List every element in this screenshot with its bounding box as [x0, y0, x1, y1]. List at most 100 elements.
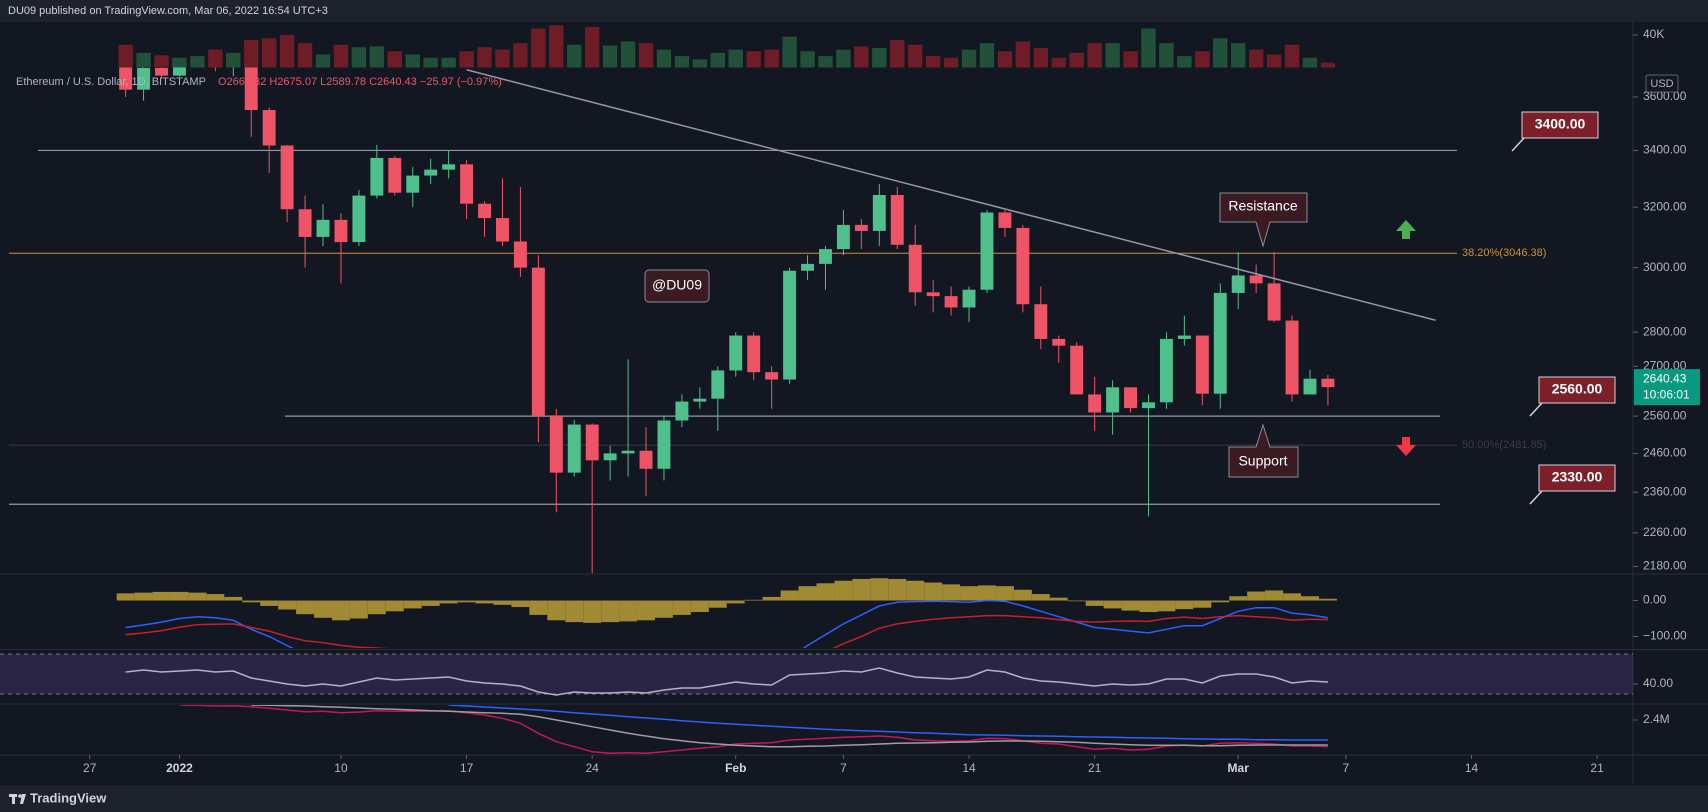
candle-body [280, 145, 294, 210]
macd-bar [134, 592, 153, 601]
macd-bar [780, 590, 799, 601]
volume-bar [495, 49, 510, 68]
macd-bar [852, 578, 871, 601]
candle-body [460, 164, 474, 204]
macd-bar [672, 600, 691, 615]
candle-body [119, 67, 133, 90]
candle-body [675, 401, 689, 421]
candle-body [1267, 283, 1281, 321]
volume-bar [836, 49, 851, 68]
candle-body [1124, 387, 1137, 409]
volume-bar [1015, 41, 1031, 68]
annotation-text: Support [1238, 453, 1287, 469]
candle-body [872, 194, 886, 231]
volume-bar [1320, 62, 1336, 68]
candle-body [657, 420, 671, 469]
volume-bar [979, 43, 995, 68]
volume-bar [746, 51, 761, 68]
x-tick-label: 7 [1343, 761, 1350, 775]
x-tick-label: 2022 [166, 761, 193, 775]
macd-bar [475, 600, 494, 604]
macd-bar [583, 600, 602, 623]
y-tick-label: 2560.00 [1643, 408, 1687, 422]
macd-bar [1157, 600, 1176, 612]
candle-body [1106, 387, 1120, 413]
candle-body [998, 212, 1012, 228]
volume-bar [261, 38, 277, 68]
volume-bar [1105, 43, 1120, 68]
volume-bar [620, 41, 636, 68]
footer-bar [0, 785, 1708, 812]
macd-bar [242, 600, 261, 603]
y-tick-label: 0.00 [1643, 593, 1667, 607]
volume-bar [136, 52, 151, 68]
y-tick-label: 3600.00 [1643, 89, 1687, 103]
volume-bar [656, 49, 672, 68]
macd-bar [565, 600, 584, 623]
candle-body [1034, 304, 1048, 339]
volume-bar [1195, 51, 1210, 68]
volume-bar [872, 48, 887, 68]
indicator-line [125, 614, 1328, 648]
volume-bar [764, 49, 779, 68]
macd-bar [816, 583, 835, 601]
volume-bar [710, 52, 725, 68]
candle-body [908, 244, 922, 293]
candle-body [1159, 338, 1173, 403]
candle-body [262, 110, 276, 146]
macd-bar [1013, 589, 1032, 601]
publish-info: DU09 published on TradingView.com, Mar 0… [8, 5, 328, 17]
macd-bar [1139, 600, 1158, 613]
macd-bar [888, 578, 907, 601]
candle-body [1321, 378, 1335, 388]
macd-bar [421, 600, 440, 606]
countdown: 10:06:01 [1643, 387, 1690, 401]
y-tick-label: 2260.00 [1643, 525, 1687, 539]
macd-bar [331, 600, 350, 621]
candle-body [603, 453, 617, 461]
volume-bar [890, 39, 905, 68]
author-note: @DU09 [644, 269, 710, 303]
y-tick-label: 3000.00 [1643, 260, 1687, 274]
volume-bar [226, 52, 241, 68]
top-bar [0, 0, 1708, 22]
tv-logo [9, 794, 26, 804]
volume-bar [244, 39, 259, 68]
candle-body [549, 415, 563, 473]
macd-bar [457, 600, 476, 603]
macd-bar [1247, 591, 1266, 601]
macd-bar [547, 600, 566, 621]
candle-body [854, 224, 868, 231]
candle-body [406, 175, 420, 193]
y-tick-label: 2.4M [1643, 712, 1670, 726]
y-tick-label: 3200.00 [1643, 199, 1687, 213]
macd-bar [960, 586, 979, 601]
candle-body [1142, 402, 1155, 409]
volume-bar [333, 44, 349, 68]
x-tick-label: Mar [1228, 761, 1250, 775]
x-tick-label: 7 [840, 761, 847, 775]
last-price: 2640.43 [1643, 371, 1687, 385]
level-tag: 3400.00 [1511, 111, 1599, 152]
macd-bar [690, 600, 709, 613]
volume-bar [154, 55, 169, 68]
candle-body [944, 296, 958, 308]
macd-bar [654, 600, 673, 618]
macd-bar [1193, 600, 1212, 608]
candle-body [370, 157, 384, 196]
macd-bar [439, 600, 458, 604]
macd-bar [170, 591, 189, 601]
macd-bar [637, 600, 655, 621]
volume-bar [638, 43, 654, 68]
candle-body [298, 209, 312, 237]
macd-bar [224, 596, 243, 601]
macd-bar [349, 600, 368, 619]
candle-body [316, 219, 330, 237]
macd-bar [314, 600, 332, 618]
support-note: Support [1228, 423, 1299, 478]
footer-brand: TradingView [30, 790, 107, 805]
volume-bar [728, 49, 743, 68]
macd-bar [1031, 594, 1050, 601]
candle-body [926, 292, 940, 297]
candle-body [819, 249, 832, 264]
